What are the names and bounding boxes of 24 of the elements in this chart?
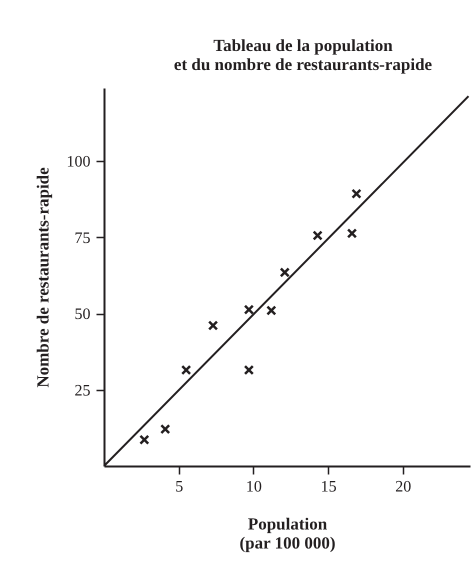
point bbox=[312, 230, 323, 241]
text: Tableau de la population bbox=[213, 36, 393, 55]
point bbox=[244, 304, 254, 315]
y-tick-label: 50 bbox=[74, 306, 90, 324]
text: et du nombre de restaurants-rapide bbox=[174, 55, 432, 74]
point bbox=[351, 188, 362, 199]
point bbox=[181, 364, 192, 376]
x-tick-label: 15 bbox=[320, 478, 337, 496]
point bbox=[208, 320, 218, 331]
y-tick-label: 100 bbox=[66, 154, 90, 171]
point bbox=[346, 228, 358, 239]
point bbox=[266, 305, 276, 316]
point bbox=[280, 267, 290, 278]
y-tick-label: 75 bbox=[74, 230, 90, 247]
point bbox=[139, 434, 150, 445]
y-axis-title: Nombre de restaurants-rapide bbox=[34, 166, 52, 388]
y-tick-label: 25 bbox=[74, 382, 90, 400]
x-tick-label: 5 bbox=[175, 478, 184, 496]
point bbox=[160, 424, 170, 434]
x-tick-label: 20 bbox=[395, 478, 412, 496]
x-tick-label: 10 bbox=[246, 478, 262, 496]
text: Population bbox=[248, 514, 328, 534]
text: (par 100 000) bbox=[239, 534, 336, 552]
point bbox=[244, 364, 254, 376]
